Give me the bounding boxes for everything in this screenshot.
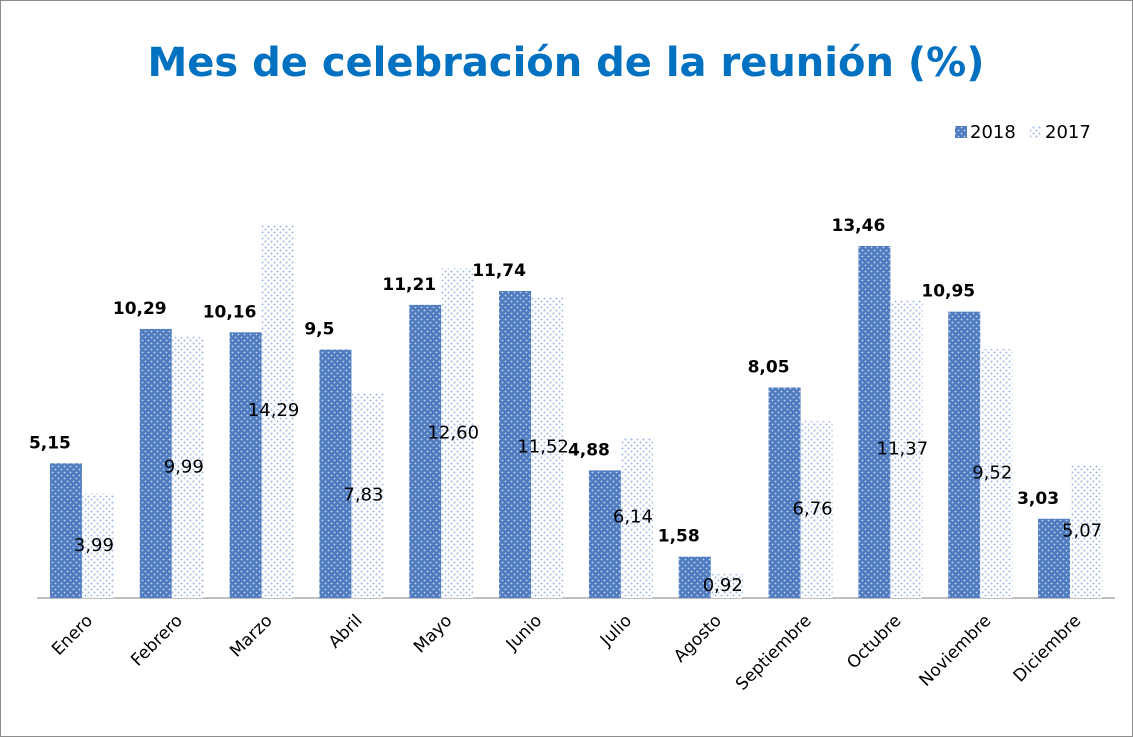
legend-label: 2018	[970, 122, 1016, 143]
legend-swatch	[1030, 126, 1042, 138]
bar	[678, 556, 711, 598]
value-label: 5,15	[29, 433, 71, 453]
bar	[710, 573, 743, 598]
value-label: 9,52	[972, 463, 1012, 484]
bar	[49, 463, 82, 598]
bar	[441, 268, 474, 598]
bar	[81, 493, 114, 598]
bar	[948, 311, 981, 598]
bar	[858, 246, 891, 598]
value-label: 11,74	[472, 261, 526, 281]
bar	[890, 300, 923, 598]
value-label: 13,46	[832, 216, 886, 236]
bar	[261, 224, 294, 598]
value-label: 3,03	[1017, 489, 1059, 509]
chart-title: Mes de celebración de la reunión (%)	[147, 40, 984, 86]
value-label: 11,21	[382, 275, 436, 295]
value-label: 11,37	[877, 438, 929, 459]
bar	[139, 328, 172, 598]
value-label: 7,83	[343, 485, 383, 506]
value-label: 0,92	[703, 575, 743, 596]
value-label: 10,95	[921, 282, 975, 302]
value-label: 9,5	[304, 320, 334, 340]
bar	[409, 304, 442, 598]
value-label: 6,76	[793, 499, 833, 520]
value-label: 1,58	[658, 527, 700, 547]
bar	[980, 349, 1013, 598]
value-label: 10,16	[203, 302, 257, 322]
value-label: 9,99	[164, 456, 204, 477]
value-label: 5,07	[1062, 521, 1102, 542]
bar	[1070, 465, 1103, 598]
value-label: 3,99	[74, 535, 114, 556]
value-label: 6,14	[613, 507, 653, 528]
value-label: 10,29	[113, 299, 167, 319]
value-label: 4,88	[568, 440, 610, 460]
legend-swatch	[955, 126, 967, 138]
bar	[229, 332, 262, 598]
bar	[620, 437, 653, 598]
bar	[1038, 518, 1071, 598]
bar	[171, 336, 204, 598]
bar	[588, 470, 621, 598]
bar	[351, 393, 384, 598]
value-label: 8,05	[748, 357, 790, 377]
bar	[800, 421, 833, 598]
bar	[499, 290, 532, 598]
legend-label: 2017	[1045, 122, 1091, 143]
value-label: 11,52	[517, 436, 569, 457]
bar	[319, 349, 352, 598]
bar	[768, 387, 801, 598]
bar	[531, 296, 564, 598]
value-label: 12,60	[427, 422, 479, 443]
value-label: 14,29	[248, 400, 300, 421]
